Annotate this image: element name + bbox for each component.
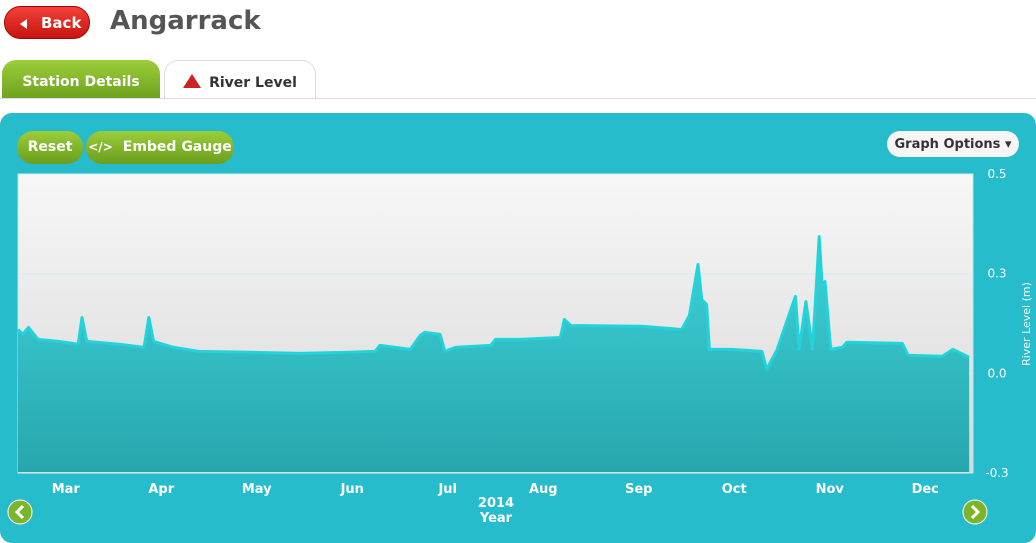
y-tick-label: 0.0 xyxy=(987,366,1006,380)
x-year: 2014 xyxy=(478,496,514,511)
station-title: Angarrack xyxy=(110,6,261,36)
x-tick-label: Nov xyxy=(816,482,845,497)
x-tick-label: Apr xyxy=(148,482,174,497)
options-label: Graph Options xyxy=(894,137,1001,152)
divider xyxy=(0,98,1036,99)
x-axis-title: Year xyxy=(479,511,513,526)
next-button[interactable] xyxy=(962,499,988,525)
button-label: Embed Gauge xyxy=(122,139,232,155)
line xyxy=(16,235,970,371)
tab-label: River Level xyxy=(209,75,297,91)
prev-button[interactable] xyxy=(7,499,33,525)
y-axis-title: River Level (m) xyxy=(1020,282,1033,366)
chart: shoothill River Level (m) 2014 Year 0.50… xyxy=(7,167,1033,526)
x-tick-label: Mar xyxy=(52,482,81,497)
y-tick-label: -0.3 xyxy=(985,466,1008,480)
river-icon xyxy=(183,74,202,88)
x-tick-label: Sep xyxy=(625,482,653,497)
tab[interactable]: River Level xyxy=(164,60,316,99)
embed-button[interactable]: </> Embed Gauge xyxy=(86,131,234,164)
x-tick-label: Oct xyxy=(722,482,747,497)
reset-button[interactable]: Reset xyxy=(17,131,83,164)
y-tick-label: 0.3 xyxy=(987,267,1006,281)
back-button[interactable]: Back xyxy=(4,6,90,39)
prev-arrow xyxy=(14,504,25,520)
x-tick-label: Dec xyxy=(912,482,939,497)
graph-options[interactable]: Graph Options ▾ xyxy=(887,131,1019,157)
x-tick-label: Jul xyxy=(437,482,457,497)
page: Back Angarrack Station Details River Lev… xyxy=(0,6,1036,543)
tab[interactable]: Station Details xyxy=(2,60,160,99)
code-icon: </> xyxy=(88,140,113,154)
area xyxy=(18,236,970,472)
x-tick-label: Aug xyxy=(529,482,558,497)
next-arrow xyxy=(970,504,981,520)
x-tick-label: Jun xyxy=(340,482,364,497)
x-tick-label: May xyxy=(242,482,272,497)
y-tick-label: 0.5 xyxy=(987,167,1006,181)
